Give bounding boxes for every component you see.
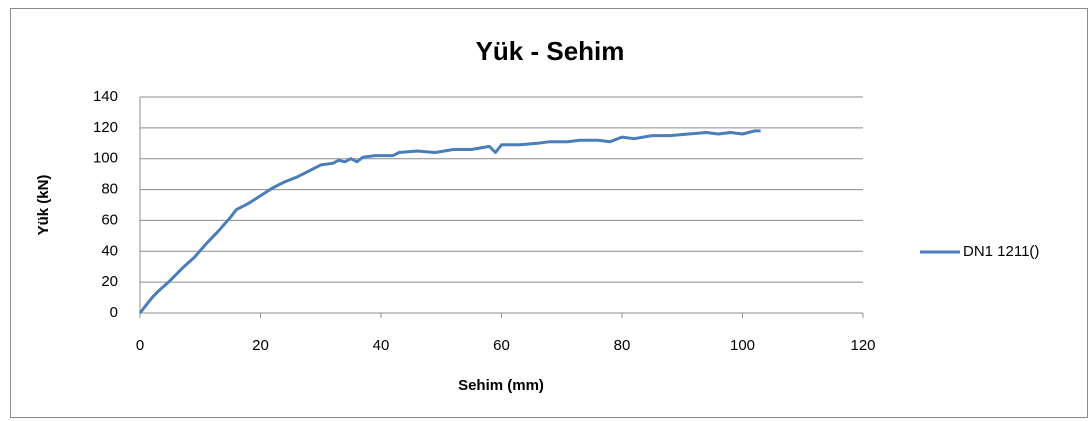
x-tick-label: 80 (614, 337, 631, 354)
y-tick-label: 40 (101, 242, 118, 259)
x-tick-label: 120 (850, 337, 875, 354)
y-tick-label: 60 (101, 211, 118, 228)
y-tick-label: 140 (93, 88, 118, 105)
x-tick-label: 40 (373, 337, 390, 354)
chart-frame (10, 8, 1088, 418)
y-tick-label: 100 (93, 150, 118, 167)
x-axis-title: Sehim (mm) (458, 377, 544, 394)
x-tick-label: 20 (252, 337, 269, 354)
x-tick-label: 100 (730, 337, 755, 354)
y-tick-label: 20 (101, 273, 118, 290)
x-tick-label: 0 (136, 337, 144, 354)
y-tick-label: 80 (101, 181, 118, 198)
y-tick-label: 0 (110, 304, 118, 321)
data-line (138, 129, 761, 314)
legend-label: DN1 1211() (963, 243, 1039, 260)
chart-title: Yük - Sehim (476, 36, 625, 66)
y-axis-title: Yük (kN) (35, 175, 52, 236)
y-tick-label: 120 (93, 119, 118, 136)
x-tick-label: 60 (493, 337, 510, 354)
